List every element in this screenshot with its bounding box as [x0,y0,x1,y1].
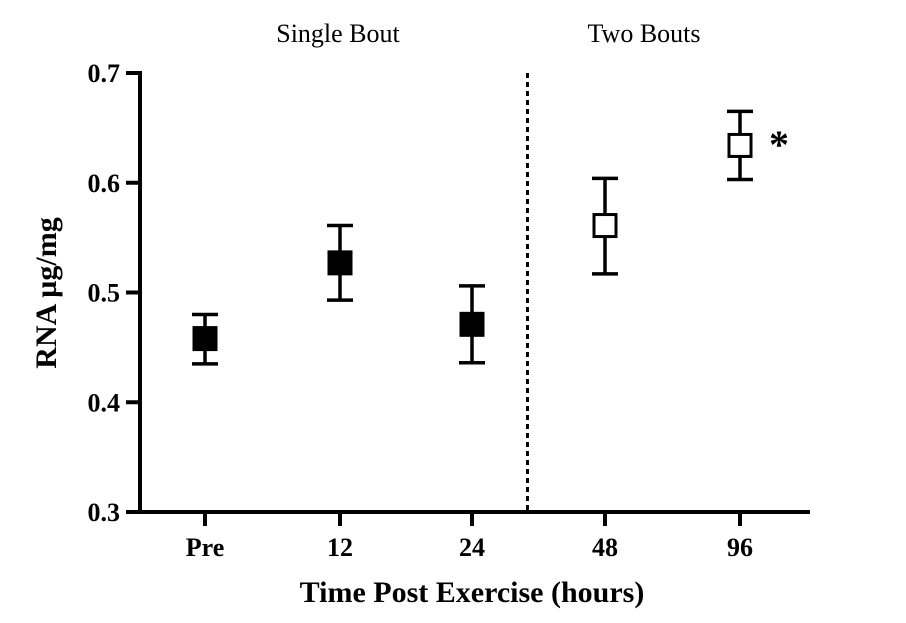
y-tick-label: 0.4 [88,388,121,417]
x-axis-title: Time Post Exercise (hours) [300,576,645,609]
data-point [327,223,353,302]
y-tick-label: 0.6 [88,169,121,198]
x-tick-label: 24 [459,533,485,562]
filled-square-marker [459,311,485,337]
data-point [727,109,753,182]
y-tick-label: 0.5 [88,279,121,308]
data-point [192,312,218,366]
y-tick-label: 0.3 [88,498,121,527]
group-label-single-bout: Single Bout [276,19,400,48]
y-axis-title: RNA µg/mg [30,217,63,368]
significance-annotation: * [769,122,789,167]
x-tick-label: 96 [727,533,753,562]
x-tick-label: 12 [327,533,353,562]
y-tick-label: 0.7 [88,59,121,88]
filled-square-marker [192,326,218,352]
data-point [459,284,485,365]
data-marks: * [192,109,789,366]
group-label-two-bouts: Two Bouts [587,19,700,48]
filled-square-marker [327,250,353,276]
data-point [592,176,618,276]
axes: 0.3 0.4 0.5 0.6 0.7 Pre 12 24 48 96 [88,59,810,562]
x-tick-label: 48 [592,533,618,562]
open-square-marker [592,213,618,239]
x-tick-label: Pre [186,533,225,562]
open-square-marker [727,132,753,158]
